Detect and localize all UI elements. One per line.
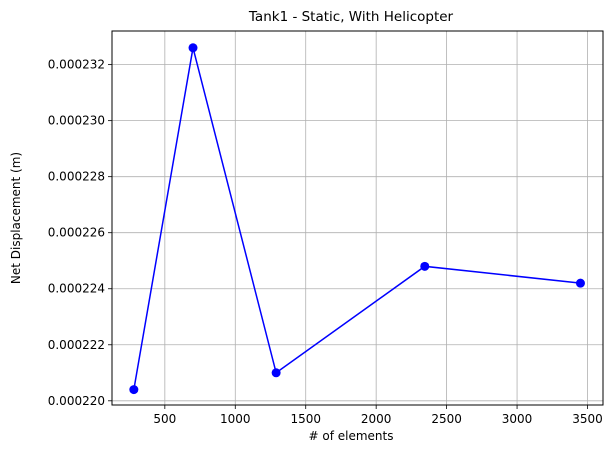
data-point	[129, 385, 139, 395]
chart-title: Tank1 - Static, With Helicopter	[248, 9, 454, 25]
x-axis-ticks: 500 1000 1500 2000 2500 3000 3500	[153, 405, 603, 426]
y-axis-title: Net Displacement (m)	[9, 152, 23, 284]
y-tick-label: 0.000222	[48, 338, 105, 352]
x-tick-label: 3000	[502, 412, 533, 426]
y-tick-label: 0.000228	[48, 170, 105, 184]
plot-frame	[111, 30, 604, 406]
x-tick-label: 1000	[220, 412, 251, 426]
x-tick-label: 2500	[431, 412, 462, 426]
x-tick-label: 2000	[361, 412, 392, 426]
grid-lines	[112, 31, 603, 405]
x-tick-label: 1500	[290, 412, 321, 426]
y-tick-label: 0.000226	[48, 226, 105, 240]
data-point	[271, 368, 281, 378]
y-tick-label: 0.000220	[48, 394, 105, 408]
y-axis-ticks: 0.000220 0.000222 0.000224 0.000226 0.000228…	[48, 58, 112, 408]
x-tick-label: 500	[153, 412, 176, 426]
series-layer	[129, 43, 585, 395]
data-point	[575, 278, 585, 288]
x-tick-label: 3500	[572, 412, 603, 426]
data-point	[188, 43, 198, 53]
data-point	[420, 261, 430, 271]
y-tick-label: 0.000230	[48, 114, 105, 128]
x-axis-title: # of elements	[309, 429, 394, 443]
y-tick-label: 0.000232	[48, 58, 105, 72]
y-tick-label: 0.000224	[48, 282, 105, 296]
